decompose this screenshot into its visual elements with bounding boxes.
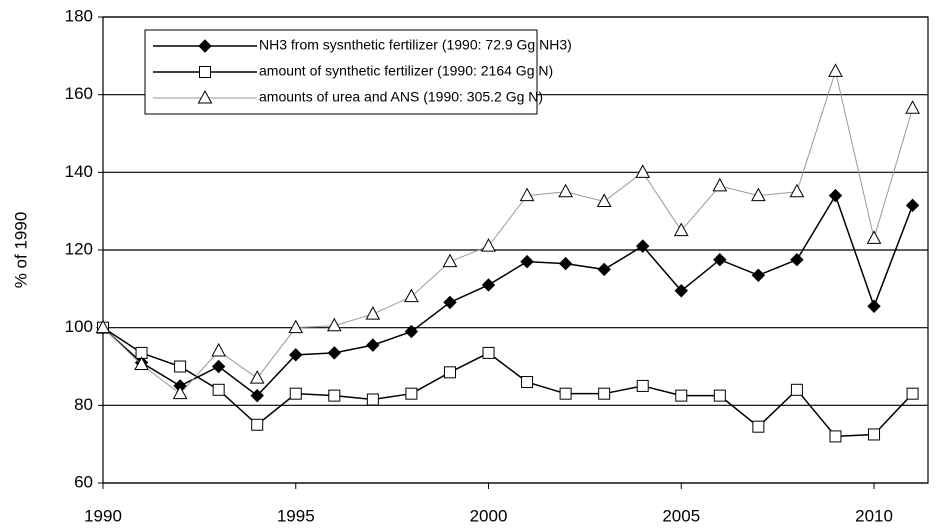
marker [250,388,264,403]
marker [558,183,573,198]
marker [481,278,496,292]
marker [366,393,379,406]
marker [519,187,535,202]
marker [211,359,226,374]
x-tick-label: 2005 [662,506,700,525]
marker [712,177,728,192]
marker [905,100,920,114]
legend-marker [198,39,212,53]
y-tick-label: 100 [65,317,93,336]
marker [905,198,920,213]
marker [288,319,304,334]
marker [598,387,611,400]
marker [251,418,264,431]
legend-label: amount of synthetic fertilizer (1990: 21… [259,63,553,79]
marker [521,376,534,389]
marker [790,253,804,267]
marker [751,187,766,202]
y-tick-label: 120 [65,239,93,258]
legend-label: amounts of urea and ANS (1990: 305.2 Gg … [259,89,543,105]
series-line [102,69,914,395]
x-tick-label: 2000 [470,506,508,525]
marker [404,324,419,339]
y-tick-label: 80 [74,395,93,414]
marker [752,420,765,433]
x-tick-label: 1990 [84,506,122,525]
marker [675,389,688,402]
legend-marker [199,66,211,78]
marker [828,63,843,77]
y-axis-label: % of 1990 [11,212,30,289]
marker [327,346,342,360]
marker [636,239,650,253]
marker [829,430,842,443]
marker [172,385,188,400]
marker [442,253,458,268]
marker [636,379,649,392]
y-tick-label: 60 [74,472,93,491]
marker [828,188,843,203]
marker [249,370,265,384]
marker [790,383,803,396]
marker [134,356,149,371]
marker [713,253,727,267]
marker [326,317,342,332]
marker [868,428,881,441]
marker [404,288,419,303]
marker [289,387,302,400]
series-line [102,193,914,397]
marker [212,383,225,396]
marker [366,338,380,352]
marker [866,230,882,244]
marker [482,346,495,359]
legend-label: NH3 from sysnthetic fertilizer (1990: 72… [259,37,572,53]
y-tick-label: 180 [65,6,93,25]
marker [559,387,572,400]
x-tick-label: 2010 [855,506,893,525]
series-line [102,327,914,438]
marker [906,387,919,400]
marker [520,254,534,269]
marker [867,299,881,314]
marker [635,164,651,178]
marker [174,360,187,373]
x-tick-label: 1995 [277,506,315,525]
marker [211,342,226,357]
marker [596,193,612,207]
marker [365,306,381,320]
marker [289,348,303,362]
marker [95,319,111,334]
marker [597,262,611,277]
marker [443,366,456,379]
marker [405,387,418,400]
marker [713,389,726,402]
marker [674,284,688,298]
marker [558,256,573,271]
marker [443,295,457,310]
marker [673,222,689,237]
y-tick-label: 140 [65,162,93,181]
marker [751,268,766,282]
marker [481,238,496,252]
marker [789,183,805,198]
y-tick-label: 160 [65,84,93,103]
legend-marker [197,89,213,104]
marker [328,389,341,402]
